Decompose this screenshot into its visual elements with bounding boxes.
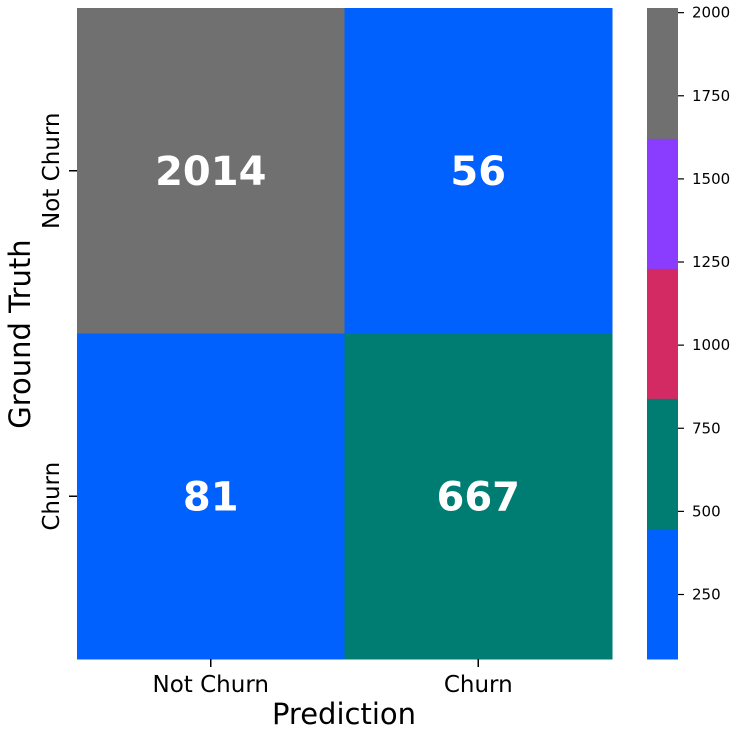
colorbar-band [647, 528, 678, 660]
heatmap-cell [77, 333, 345, 660]
x-tick-label: Churn [444, 672, 513, 698]
colorbar-tick-label: 2000 [692, 4, 730, 22]
colorbar-tick-label: 250 [692, 585, 721, 603]
colorbar-tick-label: 750 [692, 419, 721, 437]
colorbar-band [647, 268, 678, 399]
cell-value-label: 81 [183, 474, 239, 520]
cell-value-label: 2014 [155, 149, 266, 195]
y-tick-label: Churn [39, 462, 65, 531]
y-axis-title: Ground Truth [3, 239, 37, 428]
x-tick-label: Not Churn [153, 672, 269, 698]
x-axis-title: Prediction [272, 697, 416, 731]
y-axis-ticks: Not Churn Churn [39, 113, 77, 531]
colorbar-tick-label: 1000 [692, 336, 730, 354]
y-tick-label: Not Churn [39, 113, 65, 229]
colorbar [647, 8, 678, 660]
heatmap-cell-labels: 2014 56 81 667 [155, 149, 520, 521]
cell-value-label: 56 [450, 149, 506, 195]
colorbar-band [647, 398, 678, 530]
x-axis-ticks: Not Churn Churn [153, 659, 513, 698]
colorbar-ticks: 250 500 750 1000 1250 1500 1750 2000 [678, 4, 730, 603]
colorbar-band [647, 8, 678, 139]
heatmap-cell [77, 8, 345, 334]
colorbar-tick-label: 1250 [692, 253, 730, 271]
colorbar-tick-label: 1750 [692, 87, 730, 105]
colorbar-tick-label: 500 [692, 502, 721, 520]
colorbar-band [647, 138, 678, 269]
heatmap-cell [344, 8, 613, 334]
colorbar-tick-label: 1500 [692, 170, 730, 188]
cell-value-label: 667 [437, 474, 521, 520]
heatmap-cell [344, 333, 613, 660]
heatmap-cells [77, 8, 613, 660]
